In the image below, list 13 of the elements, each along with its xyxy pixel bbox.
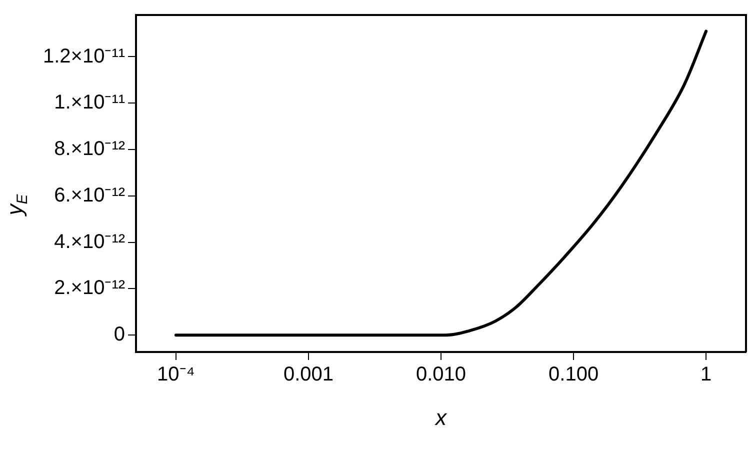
x-tick-label: 1 bbox=[700, 364, 712, 386]
y-tick-label: 2.×10⁻¹² bbox=[54, 277, 126, 300]
y-tick-label: 4.×10⁻¹² bbox=[54, 230, 126, 253]
y-tick-label: 1.2×10⁻¹¹ bbox=[42, 45, 126, 68]
y-tick-label: 0 bbox=[114, 324, 126, 346]
x-axis-title: x bbox=[434, 405, 448, 431]
y-tick-label: 1.×10⁻¹¹ bbox=[54, 92, 126, 114]
x-tick-label: 0.010 bbox=[416, 364, 466, 386]
y-tick-label: 6.×10⁻¹² bbox=[54, 184, 126, 206]
x-tick-label: 0.100 bbox=[548, 364, 599, 386]
x-tick-label: 0.001 bbox=[283, 364, 334, 386]
y-tick-label: 8.×10⁻¹² bbox=[54, 138, 126, 160]
x-tick-label: 10⁻⁴ bbox=[157, 364, 195, 386]
